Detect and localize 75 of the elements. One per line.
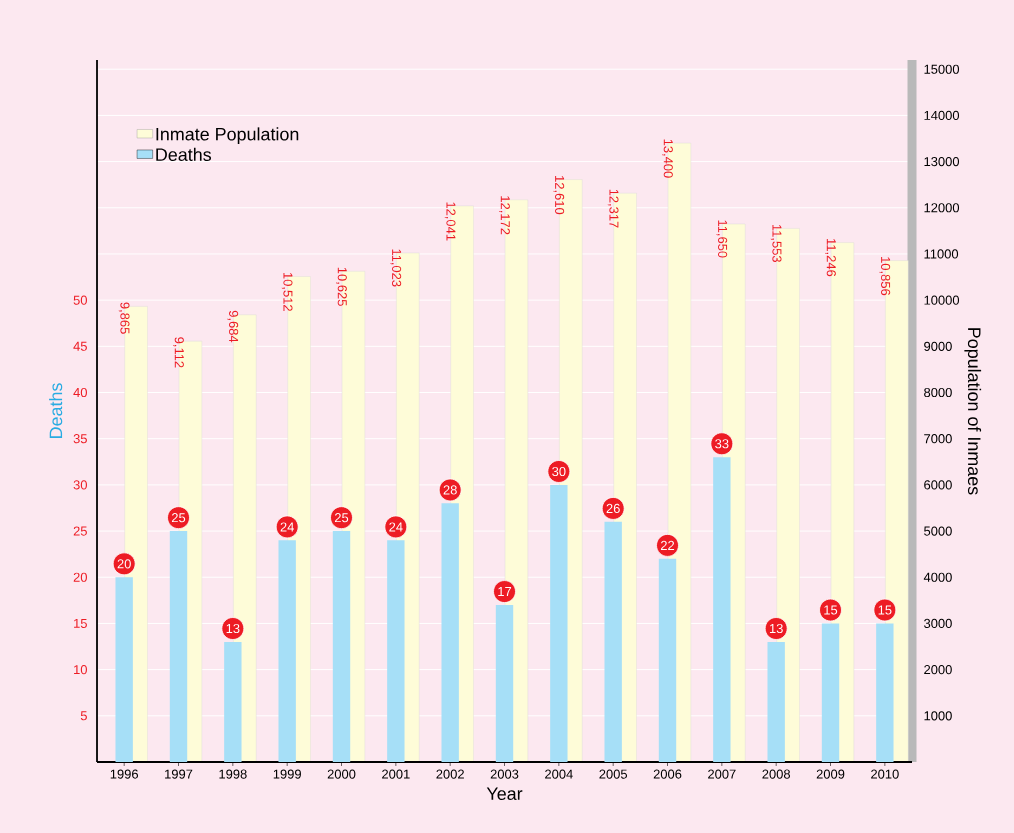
y-tick-label: 30 — [73, 480, 87, 490]
data-label: 12,172 — [499, 196, 510, 235]
y2-tick-label: 3000 — [924, 618, 952, 629]
y2-tick-label: 15000 — [924, 64, 960, 74]
data-label: 28 — [443, 485, 457, 495]
data-label: 9,865 — [118, 302, 130, 334]
y2-tick-label: 8000 — [924, 387, 952, 398]
x-tick-label: 2000 — [327, 769, 356, 779]
x-tick-label: 2004 — [545, 769, 573, 779]
y-axis-title: Deaths — [49, 383, 63, 438]
y-tick-label: 15 — [74, 618, 87, 628]
y-tick-label: 45 — [73, 341, 87, 351]
x-tick-label: 2007 — [708, 769, 736, 779]
data-label: 26 — [606, 503, 620, 514]
data-label: 24 — [389, 522, 403, 532]
y2-tick-label: 13000 — [924, 157, 960, 167]
x-tick-label: 1999 — [273, 769, 301, 779]
data-label: 11,553 — [770, 224, 782, 263]
data-label: 11,246 — [825, 239, 836, 277]
data-label: 10,856 — [879, 257, 891, 296]
x-tick-label: 1996 — [110, 769, 139, 779]
y-tick-label: 35 — [73, 434, 87, 444]
data-label: 25 — [171, 513, 186, 523]
y-tick-label: 20 — [73, 572, 87, 582]
data-label: 30 — [552, 466, 566, 477]
y-tick-label: 5 — [80, 711, 87, 721]
data-label: 11,650 — [716, 220, 728, 258]
data-label: 9,112 — [173, 337, 184, 368]
data-label: 33 — [715, 439, 729, 449]
y2-tick-label: 11000 — [924, 249, 959, 259]
x-tick-label: 2002 — [436, 769, 464, 779]
data-label: 24 — [280, 522, 294, 532]
data-label: 13,400 — [662, 139, 673, 178]
y2-tick-label: 4000 — [923, 572, 952, 582]
data-label: 15 — [824, 605, 838, 615]
y2-tick-label: 7000 — [924, 434, 952, 444]
x-tick-label: 2010 — [871, 769, 899, 779]
data-label: 12,317 — [607, 189, 619, 228]
y2-tick-label: 6000 — [924, 480, 952, 490]
x-tick-label: 2008 — [762, 769, 791, 779]
data-label: 12,610 — [553, 176, 565, 215]
data-label: 10,512 — [281, 273, 293, 311]
data-label: 15 — [878, 605, 892, 615]
data-label: 17 — [498, 587, 512, 597]
data-label: 9,684 — [227, 310, 239, 343]
y2-tick-label: 5000 — [924, 526, 952, 536]
x-tick-label: 2005 — [599, 769, 628, 779]
data-label: 13 — [226, 623, 240, 634]
x-tick-label: 1997 — [165, 769, 193, 779]
y2-tick-label: 10000 — [924, 295, 960, 305]
y2-tick-label: 1000 — [924, 711, 952, 721]
data-label: 13 — [769, 623, 783, 634]
x-tick-label: 2001 — [382, 769, 410, 779]
x-tick-label: 2006 — [653, 769, 682, 779]
data-label: 11,023 — [390, 249, 402, 287]
y-tick-label: 25 — [73, 526, 87, 536]
data-label: 12,041 — [444, 202, 456, 241]
legend-label: Deaths — [156, 147, 212, 161]
y-tick-label: 50 — [73, 295, 87, 305]
data-label: 10,625 — [336, 267, 347, 306]
y2-tick-label: 12000 — [924, 203, 960, 213]
y2-tick-label: 9000 — [924, 341, 952, 351]
x-tick-label: 1998 — [219, 769, 247, 779]
data-label: 22 — [660, 540, 675, 550]
data-label: 25 — [334, 513, 349, 523]
data-label: 20 — [117, 559, 131, 569]
y2-axis-title: Population of Inmaes — [964, 328, 982, 495]
y2-tick-label: 2000 — [924, 665, 952, 675]
y-tick-label: 10 — [74, 665, 87, 675]
x-tick-label: 2003 — [490, 769, 519, 779]
y-tick-label: 40 — [73, 387, 87, 398]
legend-label: Inmate Population — [156, 127, 299, 145]
x-tick-label: 2009 — [816, 769, 845, 779]
x-axis-title: Year — [486, 787, 523, 801]
y2-tick-label: 14000 — [924, 110, 960, 120]
